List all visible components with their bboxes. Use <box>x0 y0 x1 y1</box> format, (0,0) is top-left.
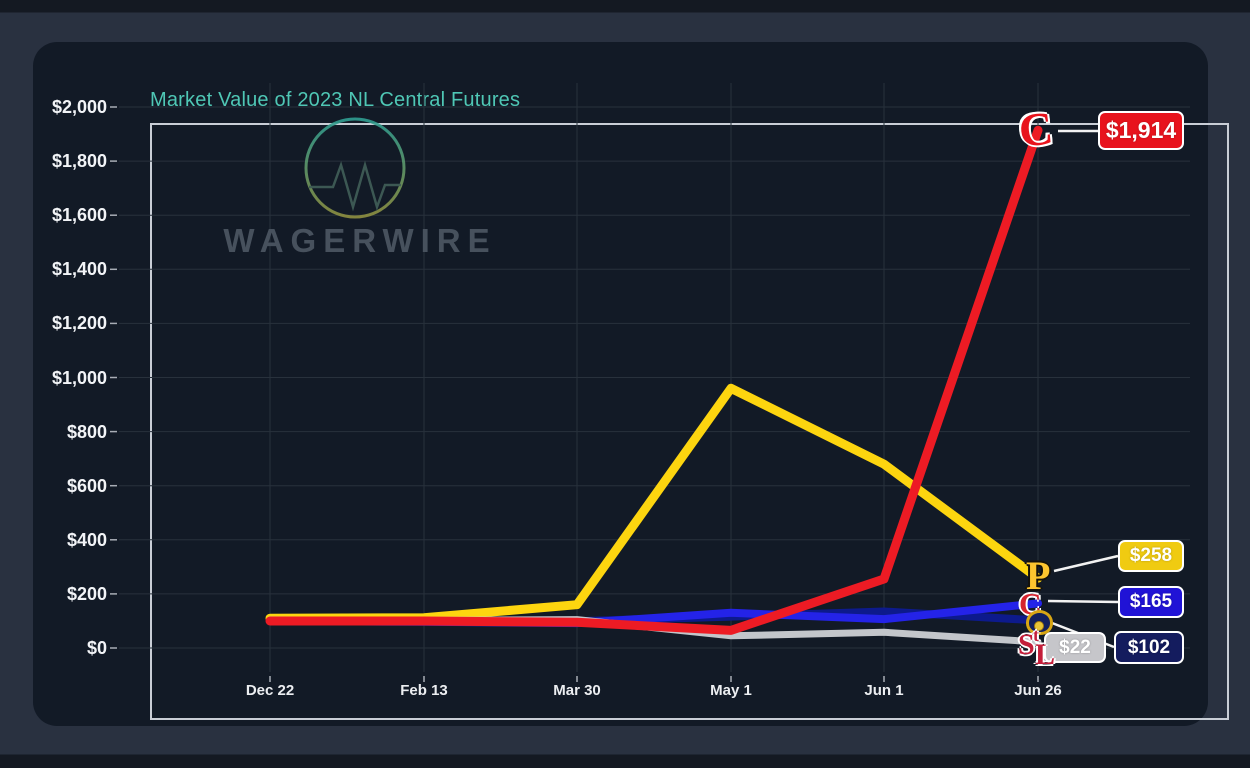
y-axis-tick-label: $1,600 <box>51 205 107 226</box>
plot-area <box>150 123 1229 720</box>
x-axis-tick-label: May 1 <box>710 682 752 699</box>
x-axis-tick-label: Jun 1 <box>864 682 904 699</box>
cardinals-logo-letter-t: t <box>1033 625 1039 645</box>
y-axis-tick-label: $1,000 <box>51 367 107 388</box>
brewers-ball-icon <box>1034 621 1044 631</box>
cardinals-logo: S t L <box>1018 626 1064 674</box>
y-axis-tick-label: $600 <box>66 475 107 496</box>
chart-title: Market Value of 2023 NL Central Futures <box>150 89 521 111</box>
pirates-value-badge: $258 <box>1118 540 1184 572</box>
x-axis-tick-label: Jun 26 <box>1014 682 1062 699</box>
connector-line <box>1047 599 1119 604</box>
axis-ticks <box>110 106 1039 682</box>
y-axis-tick-label: $0 <box>86 638 107 658</box>
y-axis-tick-label: $800 <box>66 421 107 442</box>
reds-logo: C <box>1016 102 1056 158</box>
watermark-brand-text: WAGERWIRE <box>223 222 496 259</box>
y-axis-tick-label: $1,400 <box>51 259 107 280</box>
brewers-value-badge: $102 <box>1114 631 1184 664</box>
y-axis-tick-label: $400 <box>66 529 107 550</box>
brewers-glove-logo <box>1026 610 1053 635</box>
y-axis-tick-label: $1,800 <box>51 151 107 172</box>
pirates-logo: P <box>1026 553 1051 598</box>
watermark-zigzag-icon <box>309 160 401 212</box>
cardinals-value-badge: $22 <box>1044 632 1106 663</box>
connector-line <box>1053 554 1119 573</box>
chart-card: Market Value of 2023 NL Central Futures <box>33 42 1229 726</box>
y-axis-tick-label: $1,200 <box>51 313 107 334</box>
watermark: WAGERWIRE <box>223 117 496 259</box>
data-series-lines <box>265 125 1043 646</box>
reds-value-badge: $1,914 <box>1098 111 1184 150</box>
x-axis-tick-label: Feb 13 <box>400 682 448 699</box>
y-axis: $0 $200 $400 $600 $800 $1,000 $1,200 $1,400 $1,6… <box>30 0 107 768</box>
x-axis-tick-label: Dec 22 <box>245 682 295 699</box>
series-line-cincinnati-reds <box>265 125 1043 635</box>
cardinals-logo-letter-s: S <box>1018 628 1035 661</box>
y-axis-tick-label: $2,000 <box>51 97 107 117</box>
cubs-value-badge: $165 <box>1118 586 1184 618</box>
x-axis-tick-label: Mar 30 <box>553 682 601 699</box>
cardinals-logo-letter-l: L <box>1035 638 1056 671</box>
y-axis-tick-label: $200 <box>66 583 107 604</box>
watermark-pulse-circle-icon <box>304 117 406 219</box>
